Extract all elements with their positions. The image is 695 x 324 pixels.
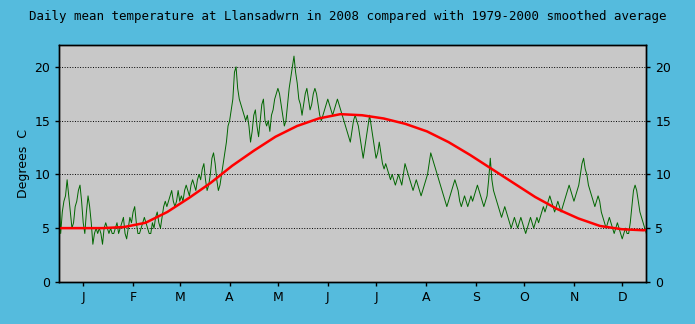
Y-axis label: Degrees  C: Degrees C — [17, 129, 30, 198]
Text: Daily mean temperature at Llansadwrn in 2008 compared with 1979-2000 smoothed av: Daily mean temperature at Llansadwrn in … — [28, 10, 667, 23]
